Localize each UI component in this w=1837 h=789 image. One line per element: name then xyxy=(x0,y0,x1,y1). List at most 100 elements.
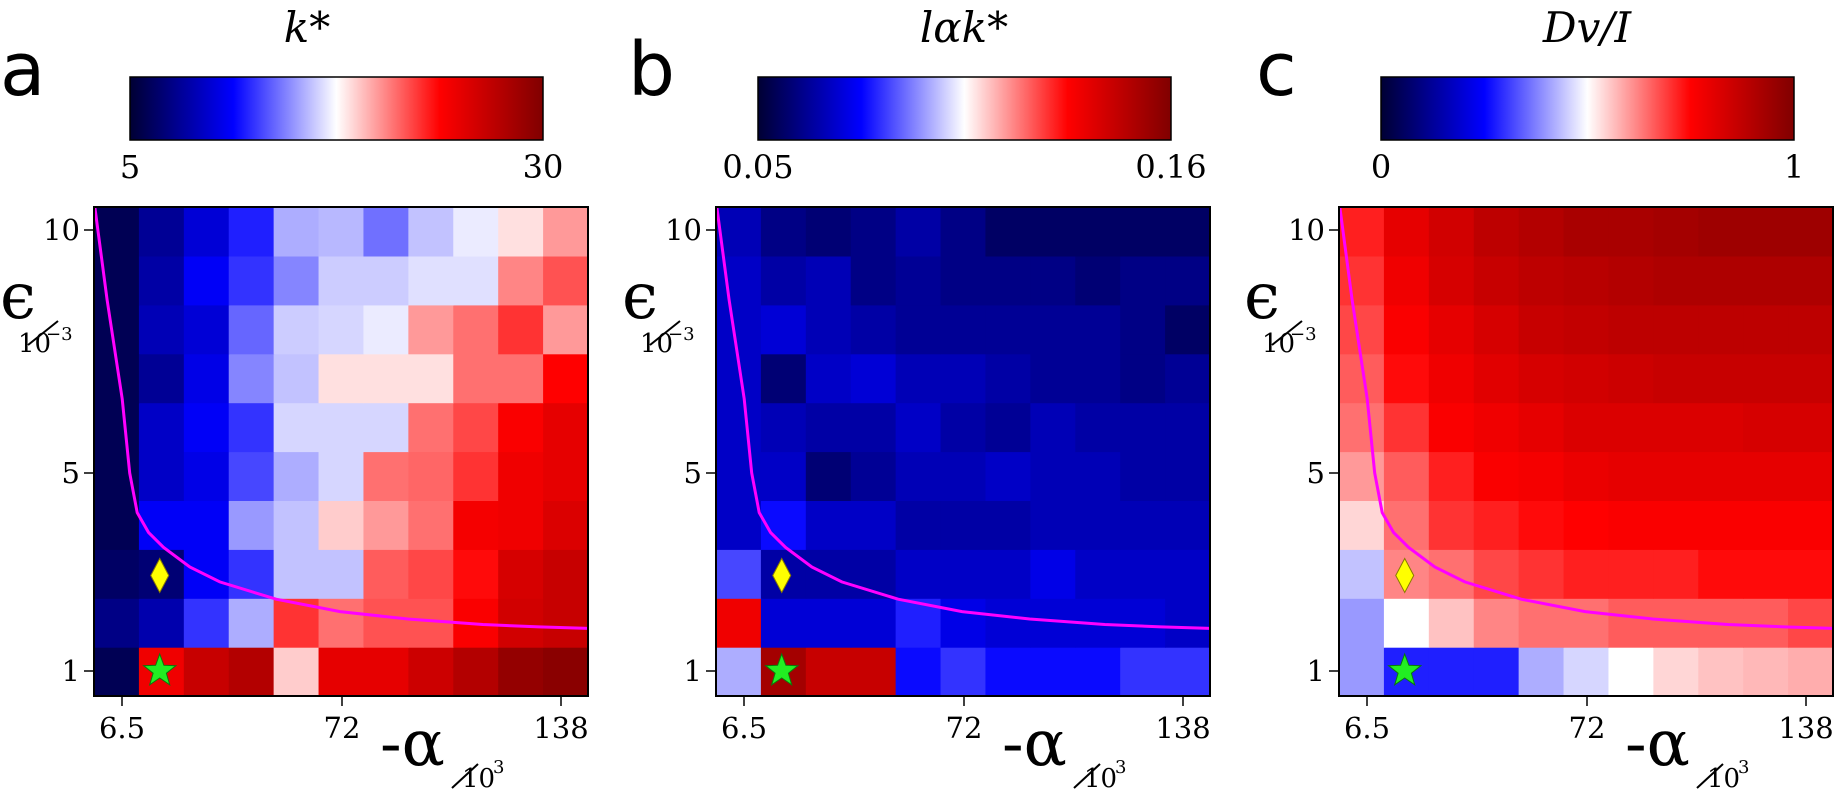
heatmap-cell xyxy=(318,255,365,306)
heatmap-cell xyxy=(408,451,454,501)
heatmap-cell xyxy=(1120,304,1166,355)
heatmap-cell xyxy=(850,353,897,404)
heatmap-cell xyxy=(453,255,499,306)
heatmap-cell xyxy=(1473,207,1520,257)
heatmap-cell xyxy=(1428,207,1475,257)
colorbar-max-c: 1 xyxy=(1784,148,1804,186)
heatmap-cell xyxy=(1120,255,1166,306)
heatmap-cell xyxy=(318,549,365,599)
heatmap-cell xyxy=(1788,353,1834,404)
heatmap-cell xyxy=(498,255,544,306)
xtick-label-6.5-c: 6.5 xyxy=(1344,711,1390,745)
colorbar-max-a: 30 xyxy=(523,148,564,186)
heatmap-cell xyxy=(1030,304,1076,355)
heatmap-cell xyxy=(183,451,230,501)
svg-text:10: 10 xyxy=(640,329,673,359)
ylabel-a: ϵ 10 −3 xyxy=(0,260,73,359)
colorbar-b xyxy=(757,76,1172,141)
heatmap-cell xyxy=(985,207,1031,257)
diamond-marker xyxy=(772,557,792,594)
plot-frame xyxy=(1338,206,1834,697)
heatmap-cell xyxy=(183,353,230,404)
heatmap-cell xyxy=(1563,402,1610,453)
heatmap-cell xyxy=(1339,304,1385,355)
svg-text:−3: −3 xyxy=(46,324,73,345)
heatmap-cell xyxy=(1428,353,1475,404)
heatmap-cell xyxy=(1788,255,1834,306)
heatmap-cell xyxy=(498,304,544,355)
heatmap-cell xyxy=(1608,500,1654,550)
heatmap-cell xyxy=(273,255,320,306)
heatmap-cell xyxy=(940,598,987,648)
heatmap-cell xyxy=(1075,353,1121,404)
heatmap-cell xyxy=(1608,402,1654,453)
heatmap-b xyxy=(715,206,1211,697)
heatmap-cell xyxy=(318,402,365,453)
ytick-label-1-c: 1 xyxy=(1307,654,1325,688)
ytick-label-10-c: 10 xyxy=(1288,213,1325,247)
heatmap-cell xyxy=(1518,647,1565,697)
heatmap-cell xyxy=(453,451,499,501)
heatmap-cell xyxy=(1120,549,1166,599)
heatmap-cell xyxy=(1563,598,1610,648)
heatmap-cell xyxy=(895,304,942,355)
svg-text:ϵ: ϵ xyxy=(0,260,36,334)
heatmap-cell xyxy=(453,647,499,697)
heatmap-cell xyxy=(1698,500,1744,550)
heatmap-cell xyxy=(1030,647,1076,697)
heatmap-cell xyxy=(716,500,762,550)
heatmap-cell xyxy=(363,255,409,306)
heatmap-cell xyxy=(1165,598,1211,648)
ytick-label-1-b: 1 xyxy=(684,654,702,688)
heatmap-cell xyxy=(1120,647,1166,697)
heatmap-cell xyxy=(1743,304,1789,355)
heatmap-cell xyxy=(408,549,454,599)
heatmap-cell xyxy=(716,549,762,599)
heatmap-cell xyxy=(498,500,544,550)
heatmap-cell xyxy=(805,598,852,648)
xtick-label-138-c: 138 xyxy=(1778,711,1833,745)
colorbar-min-b: 0.05 xyxy=(722,148,793,186)
panel-letter-a: a xyxy=(0,27,45,113)
heatmap-cell xyxy=(805,207,852,257)
svg-text:3: 3 xyxy=(1738,757,1749,778)
heatmap-cell xyxy=(543,598,589,648)
heatmap-cell xyxy=(1788,451,1834,501)
heatmap-cell xyxy=(94,598,140,648)
heatmap-cell xyxy=(1030,451,1076,501)
heatmap-cell xyxy=(1563,500,1610,550)
heatmap-cell xyxy=(453,500,499,550)
heatmap-cell xyxy=(850,451,897,501)
heatmap-cell xyxy=(850,304,897,355)
heatmap-cell xyxy=(1383,207,1430,257)
heatmap-cell xyxy=(453,304,499,355)
heatmap-cell xyxy=(1743,598,1789,648)
ytick-label-5-a: 5 xyxy=(62,456,80,490)
heatmap-cell xyxy=(363,304,409,355)
heatmap-cell xyxy=(1743,451,1789,501)
heatmap-cell xyxy=(1698,304,1744,355)
svg-text:10: 10 xyxy=(462,764,495,789)
heatmap-cell xyxy=(543,500,589,550)
ytick-label-1-a: 1 xyxy=(62,654,80,688)
heatmap-cell xyxy=(1653,647,1699,697)
heatmap-cell xyxy=(1743,402,1789,453)
heatmap-cell xyxy=(138,353,185,404)
heatmap-cell xyxy=(1428,500,1475,550)
xtick-label-72-c: 72 xyxy=(1569,711,1606,745)
ytick-label-5-b: 5 xyxy=(684,456,702,490)
heatmap-cell xyxy=(94,402,140,453)
heatmap-cell xyxy=(1518,304,1565,355)
heatmap-cell xyxy=(273,500,320,550)
heatmap-cell xyxy=(985,500,1031,550)
heatmap-cell xyxy=(1428,304,1475,355)
heatmap-cell xyxy=(408,304,454,355)
heatmap-cell xyxy=(1698,451,1744,501)
heatmap-cell xyxy=(1698,255,1744,306)
heatmap-cell xyxy=(318,207,365,257)
heatmap-cell xyxy=(1428,255,1475,306)
heatmap-cell xyxy=(1383,353,1430,404)
colorbar-min-c: 0 xyxy=(1371,148,1391,186)
colorbar-c xyxy=(1380,76,1795,141)
colorbar-title-c: Dv/I xyxy=(1542,3,1633,52)
